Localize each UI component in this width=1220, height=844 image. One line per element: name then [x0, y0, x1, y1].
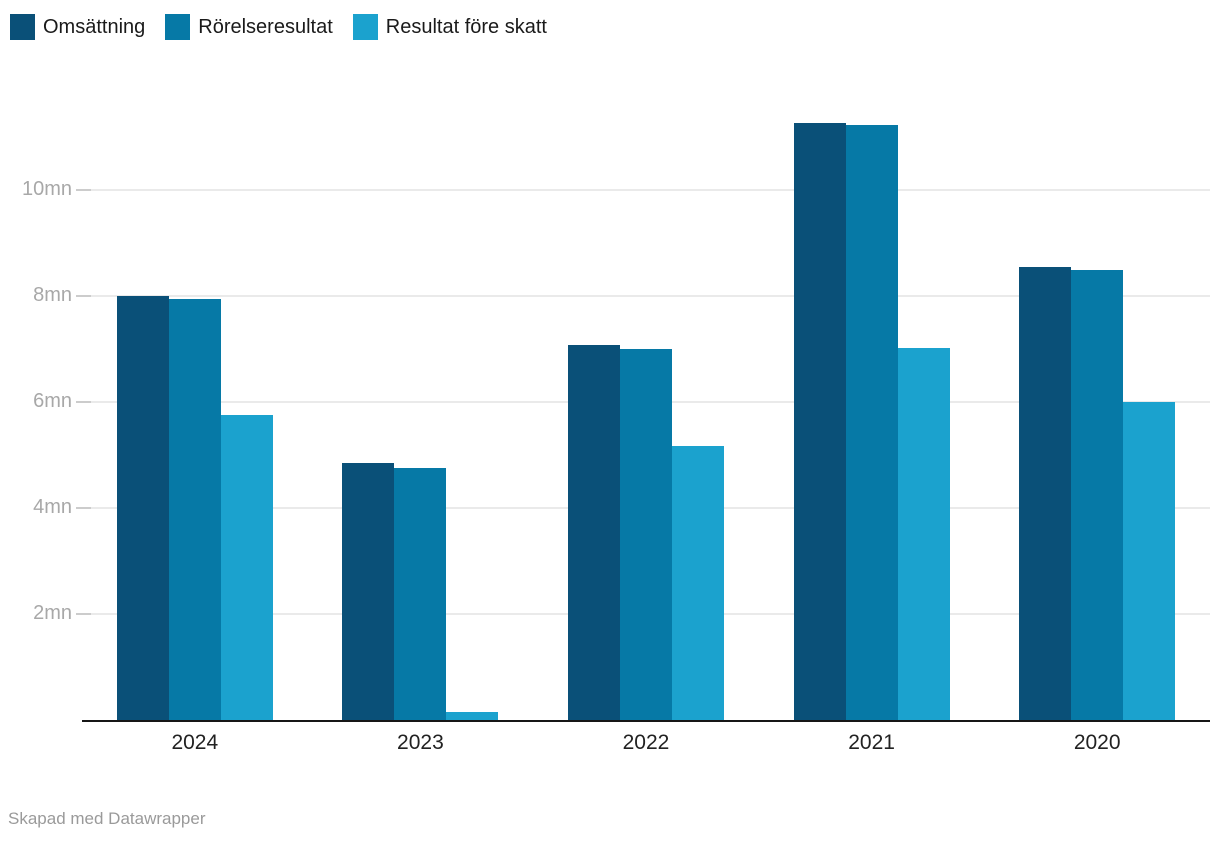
y-tick [76, 401, 91, 403]
x-tick-label: 2021 [848, 731, 895, 754]
legend: Omsättning Rörelseresultat Resultat före s… [10, 14, 547, 40]
y-tick-label: 10mn [21, 178, 72, 200]
bar-resultat-före-skatt-2023[interactable] [446, 712, 499, 720]
y-tick-label: 8mn [33, 284, 72, 306]
legend-label: Rörelseresultat [198, 16, 333, 38]
bar-group-2020 [984, 90, 1210, 720]
bar-group-2023 [308, 90, 534, 720]
y-gridline [82, 295, 1210, 297]
bar-rörelseresultat-2021[interactable] [845, 125, 898, 720]
bar-omsättning-2020[interactable] [1019, 267, 1072, 720]
bar-group-2022 [533, 90, 759, 720]
bar-resultat-före-skatt-2024[interactable] [220, 415, 273, 720]
x-axis-baseline [82, 720, 1210, 722]
legend-item-2: Rörelseresultat [165, 14, 333, 40]
legend-swatch-icon [165, 14, 191, 40]
legend-label: Omsättning [43, 16, 146, 38]
y-tick [76, 189, 91, 191]
bar-group-2021 [759, 90, 985, 720]
bar-omsättning-2022[interactable] [567, 345, 620, 720]
x-tick-label: 2024 [171, 731, 219, 754]
y-tick-label: 6mn [33, 390, 72, 412]
legend-item-3: Resultat före skatt [352, 14, 547, 40]
legend-swatch-icon [352, 14, 378, 40]
bar-omsättning-2021[interactable] [793, 123, 846, 720]
x-tick-label: 2023 [397, 731, 444, 754]
bar-resultat-före-skatt-2021[interactable] [897, 348, 950, 720]
bar-resultat-före-skatt-2020[interactable] [1123, 402, 1176, 720]
bar-resultat-före-skatt-2022[interactable] [671, 446, 724, 720]
bar-rörelseresultat-2023[interactable] [394, 468, 447, 720]
legend-item-1: Omsättning [10, 14, 145, 40]
bar-omsättning-2024[interactable] [116, 296, 169, 720]
y-gridline [82, 189, 1210, 191]
plot-area [82, 90, 1210, 720]
bar-group-2024 [82, 90, 308, 720]
legend-swatch-icon [10, 14, 35, 40]
bar-rörelseresultat-2022[interactable] [619, 349, 672, 720]
x-tick-label: 2020 [1073, 731, 1121, 754]
bar-omsättning-2023[interactable] [342, 463, 395, 720]
y-tick [76, 613, 91, 615]
y-tick [76, 507, 91, 509]
x-axis-labels: 2024 2023 2022 2021 2020 [82, 731, 1210, 755]
y-tick-label: 2mn [33, 602, 72, 624]
bar-rörelseresultat-2024[interactable] [168, 299, 221, 720]
attribution-text: Skapad med Datawrapper [8, 809, 206, 828]
y-tick [76, 295, 91, 297]
x-tick-label: 2022 [622, 731, 670, 754]
legend-label: Resultat före skatt [385, 16, 547, 38]
y-tick-label: 4mn [33, 496, 72, 518]
bar-rörelseresultat-2020[interactable] [1071, 270, 1124, 720]
